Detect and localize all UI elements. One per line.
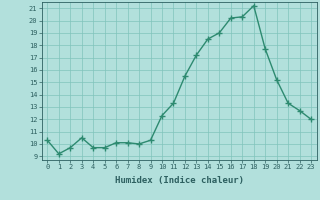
X-axis label: Humidex (Indice chaleur): Humidex (Indice chaleur)	[115, 176, 244, 185]
